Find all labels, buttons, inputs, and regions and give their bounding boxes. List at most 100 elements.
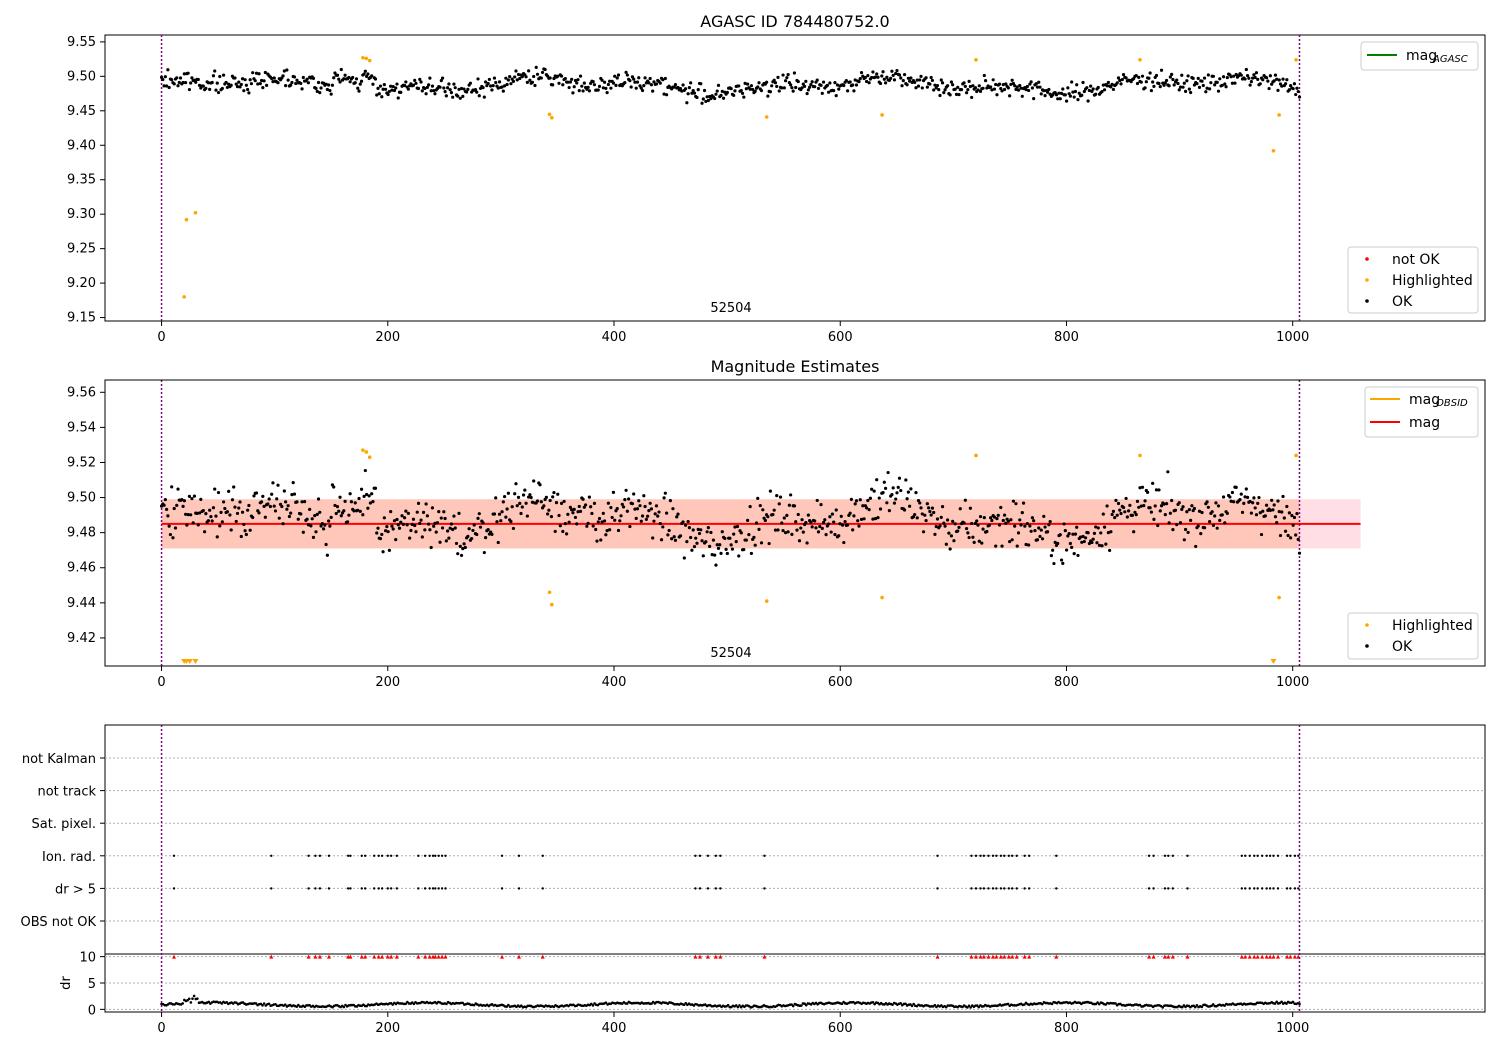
ok-point — [782, 516, 786, 520]
ok-point — [901, 78, 905, 83]
ok-point — [1205, 86, 1209, 90]
ok-point — [1102, 525, 1107, 529]
ok-point — [868, 496, 872, 500]
ok-point — [1076, 553, 1080, 558]
ok-point — [1062, 522, 1066, 526]
ok-point — [878, 81, 883, 86]
ok-point — [756, 496, 760, 500]
ok-point — [1216, 89, 1221, 93]
ok-point — [502, 494, 507, 499]
ok-point — [543, 67, 547, 72]
ok-point — [575, 81, 579, 85]
ok-point — [890, 69, 894, 73]
ok-point — [633, 507, 637, 511]
ok-point — [1275, 521, 1279, 525]
ok-point — [267, 497, 271, 501]
ok-point — [925, 85, 929, 89]
dr-point — [891, 1003, 894, 1006]
dr-spike-marker — [978, 954, 983, 959]
ok-point — [816, 86, 821, 91]
ok-point — [864, 506, 869, 510]
ok-point — [853, 78, 857, 82]
ok-point — [1072, 95, 1076, 99]
ok-point — [944, 542, 948, 546]
ok-point — [1118, 78, 1122, 83]
ok-point — [551, 495, 555, 499]
ok-point — [1280, 84, 1284, 88]
ok-point — [1204, 90, 1208, 94]
ok-point — [1275, 77, 1279, 81]
dr-tick-label: 10 — [79, 951, 96, 966]
ok-point — [581, 497, 585, 501]
ok-point — [572, 85, 576, 89]
flag-event — [1055, 887, 1058, 890]
flag-event — [1186, 887, 1189, 890]
dr-tick-label: 5 — [88, 977, 96, 992]
ok-point — [366, 506, 370, 510]
ok-point — [934, 524, 938, 529]
ok-point — [1224, 85, 1228, 89]
ok-point — [273, 509, 278, 513]
dr-point — [1285, 1002, 1288, 1005]
ok-point — [396, 523, 400, 527]
ok-point — [500, 85, 504, 89]
ok-point — [287, 514, 292, 519]
ok-point — [1043, 525, 1047, 529]
ok-point — [663, 491, 667, 495]
ok-point — [819, 503, 823, 507]
ok-point — [185, 523, 189, 527]
flag-event — [1023, 854, 1026, 857]
ok-point — [1253, 506, 1257, 510]
ok-point — [194, 80, 198, 84]
ok-point — [456, 94, 460, 98]
dr-spike-marker — [443, 954, 448, 959]
ok-point — [162, 84, 166, 88]
ok-point — [823, 518, 827, 522]
ok-point — [201, 84, 205, 88]
ok-point — [867, 508, 871, 512]
ok-point — [1247, 76, 1251, 80]
flag-event — [719, 854, 722, 857]
ok-point — [611, 81, 616, 85]
ok-point — [402, 516, 407, 520]
ok-point — [380, 95, 384, 99]
ok-point — [659, 538, 664, 542]
x-tick-label: 200 — [375, 330, 400, 345]
dr-point — [804, 1003, 808, 1007]
ok-point — [1170, 72, 1174, 76]
ok-point — [943, 88, 947, 92]
ok-point — [1025, 84, 1029, 89]
ok-point — [277, 516, 281, 520]
ok-point — [586, 521, 590, 525]
ok-point — [378, 84, 383, 88]
ok-point — [413, 78, 417, 82]
ok-point — [783, 531, 788, 535]
dr-point — [1195, 1003, 1199, 1007]
ok-point — [1039, 92, 1043, 96]
ok-point — [268, 504, 273, 509]
ok-point — [330, 83, 335, 87]
ok-point — [957, 525, 961, 529]
ok-point — [935, 83, 940, 88]
highlighted-point — [764, 599, 769, 603]
ok-point — [394, 86, 398, 90]
ok-point — [1185, 79, 1189, 83]
ok-point — [578, 74, 583, 78]
dr-spike-marker — [380, 954, 385, 959]
ok-point — [1015, 85, 1019, 89]
ok-point — [1089, 84, 1093, 88]
ok-point — [739, 531, 743, 535]
highlighted-point — [880, 595, 884, 600]
flag-row-label: not Kalman — [22, 752, 96, 767]
dr-spike-marker — [500, 954, 505, 959]
ok-point — [1101, 512, 1105, 516]
ok-point — [181, 504, 185, 508]
ok-point — [571, 91, 575, 95]
ok-point — [1238, 497, 1242, 502]
x-tick-label: 400 — [602, 1021, 627, 1036]
ok-point — [959, 88, 964, 92]
ok-point — [414, 81, 418, 85]
ok-point — [316, 80, 321, 85]
ok-point — [351, 75, 355, 80]
ok-point — [449, 522, 454, 526]
